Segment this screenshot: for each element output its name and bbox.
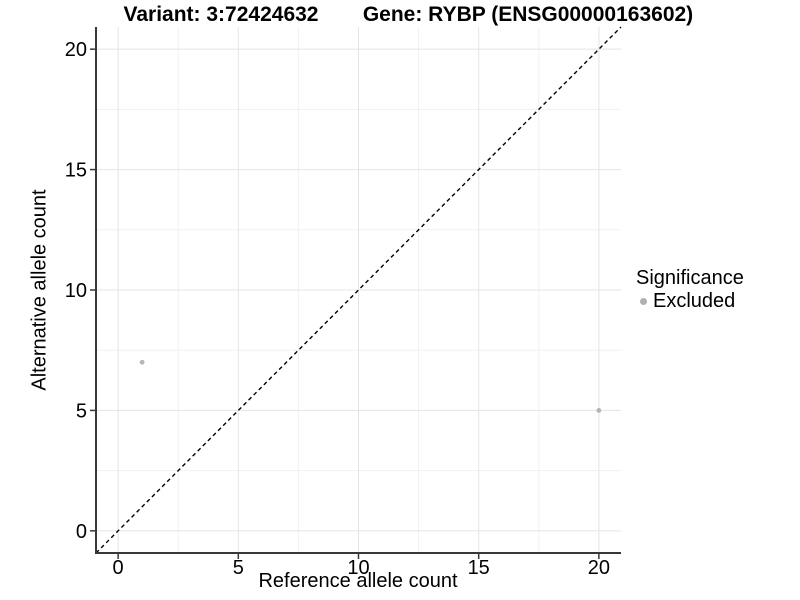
y-tick-label: 10 (65, 280, 87, 302)
y-tick-label: 0 (76, 521, 87, 543)
legend-entry-label: Excluded (653, 290, 736, 312)
data-point-excluded (139, 359, 145, 365)
x-tick-label: 0 (113, 557, 124, 579)
data-point-excluded (596, 408, 602, 413)
legend-entry-excluded: Excluded (640, 290, 744, 312)
x-tick-label: 10 (347, 557, 369, 579)
x-tick-label: 5 (233, 557, 244, 579)
plot-title-gene: Gene: RYBP (ENSG00000163602) (362, 3, 694, 26)
y-tick-label: 5 (76, 400, 87, 422)
plot-title-variant: Variant: 3:72424632 (123, 3, 319, 26)
x-tick-label: 15 (468, 557, 490, 579)
y-tick-label: 15 (65, 160, 87, 182)
x-tick-label: 20 (588, 557, 610, 579)
legend-title: Significance (636, 267, 744, 289)
legend: Significance Excluded (636, 266, 744, 312)
identity-dashed-line (95, 26, 622, 554)
y-axis-title: Alternative allele count (28, 189, 51, 391)
y-tick-label: 20 (65, 39, 87, 61)
x-axis-title: Reference allele count (258, 570, 458, 592)
excluded-point-swatch-icon (640, 297, 647, 305)
